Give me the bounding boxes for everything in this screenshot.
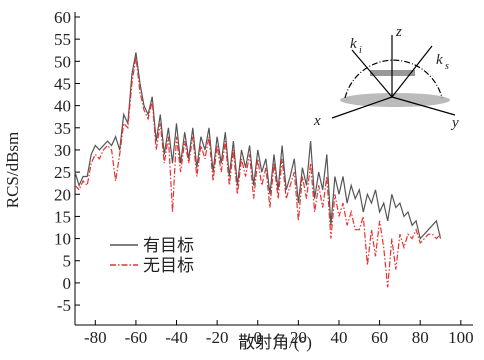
y-tick-label: 25	[54, 163, 71, 182]
page: RCS/dBsm 散射角/(°) k i z k s x y -50510152…	[0, 0, 484, 360]
x-tick-label: -40	[165, 328, 188, 347]
x-tick-label: -60	[125, 328, 148, 347]
inset-label: s	[445, 61, 449, 72]
series-line	[75, 57, 441, 287]
legend-label: 有目标	[143, 236, 194, 255]
x-tick-label: -80	[84, 328, 107, 347]
x-tick-label: 0	[254, 328, 263, 347]
inset-label: k	[350, 36, 357, 52]
y-tick-label: 10	[54, 230, 71, 249]
y-tick-label: 35	[54, 119, 71, 138]
y-tick-label: 40	[54, 97, 71, 116]
y-axis-label: RCS/dBsm	[3, 132, 22, 209]
inset-label: z	[395, 24, 402, 40]
x-tick-label: 40	[330, 328, 347, 347]
x-tick-label: 100	[448, 328, 474, 347]
y-tick-label: 45	[54, 74, 71, 93]
y-tick-label: 30	[54, 141, 71, 160]
x-tick-label: -20	[206, 328, 229, 347]
x-tick-label: 80	[412, 328, 429, 347]
y-tick-label: 15	[54, 207, 71, 226]
inset-label: y	[450, 115, 459, 131]
y-tick-label: 50	[54, 52, 71, 71]
x-tick-label: 20	[290, 328, 307, 347]
inset-label: i	[359, 45, 362, 56]
inset: k i z k s x y	[313, 24, 459, 131]
y-tick-label: 20	[54, 185, 71, 204]
y-tick-label: 0	[63, 274, 72, 293]
inset-target	[340, 93, 450, 107]
y-tick-label: 5	[63, 252, 72, 271]
inset-label: x	[313, 113, 321, 129]
y-tick-label: 55	[54, 30, 71, 49]
series-line	[75, 53, 441, 239]
x-tick-label: 60	[371, 328, 388, 347]
legend-label: 无目标	[143, 256, 194, 275]
chart: RCS/dBsm 散射角/(°) k i z k s x y -50510152…	[0, 0, 484, 355]
y-tick-label: -5	[57, 296, 71, 315]
y-tick-label: 60	[54, 8, 71, 27]
inset-label: k	[436, 52, 443, 68]
